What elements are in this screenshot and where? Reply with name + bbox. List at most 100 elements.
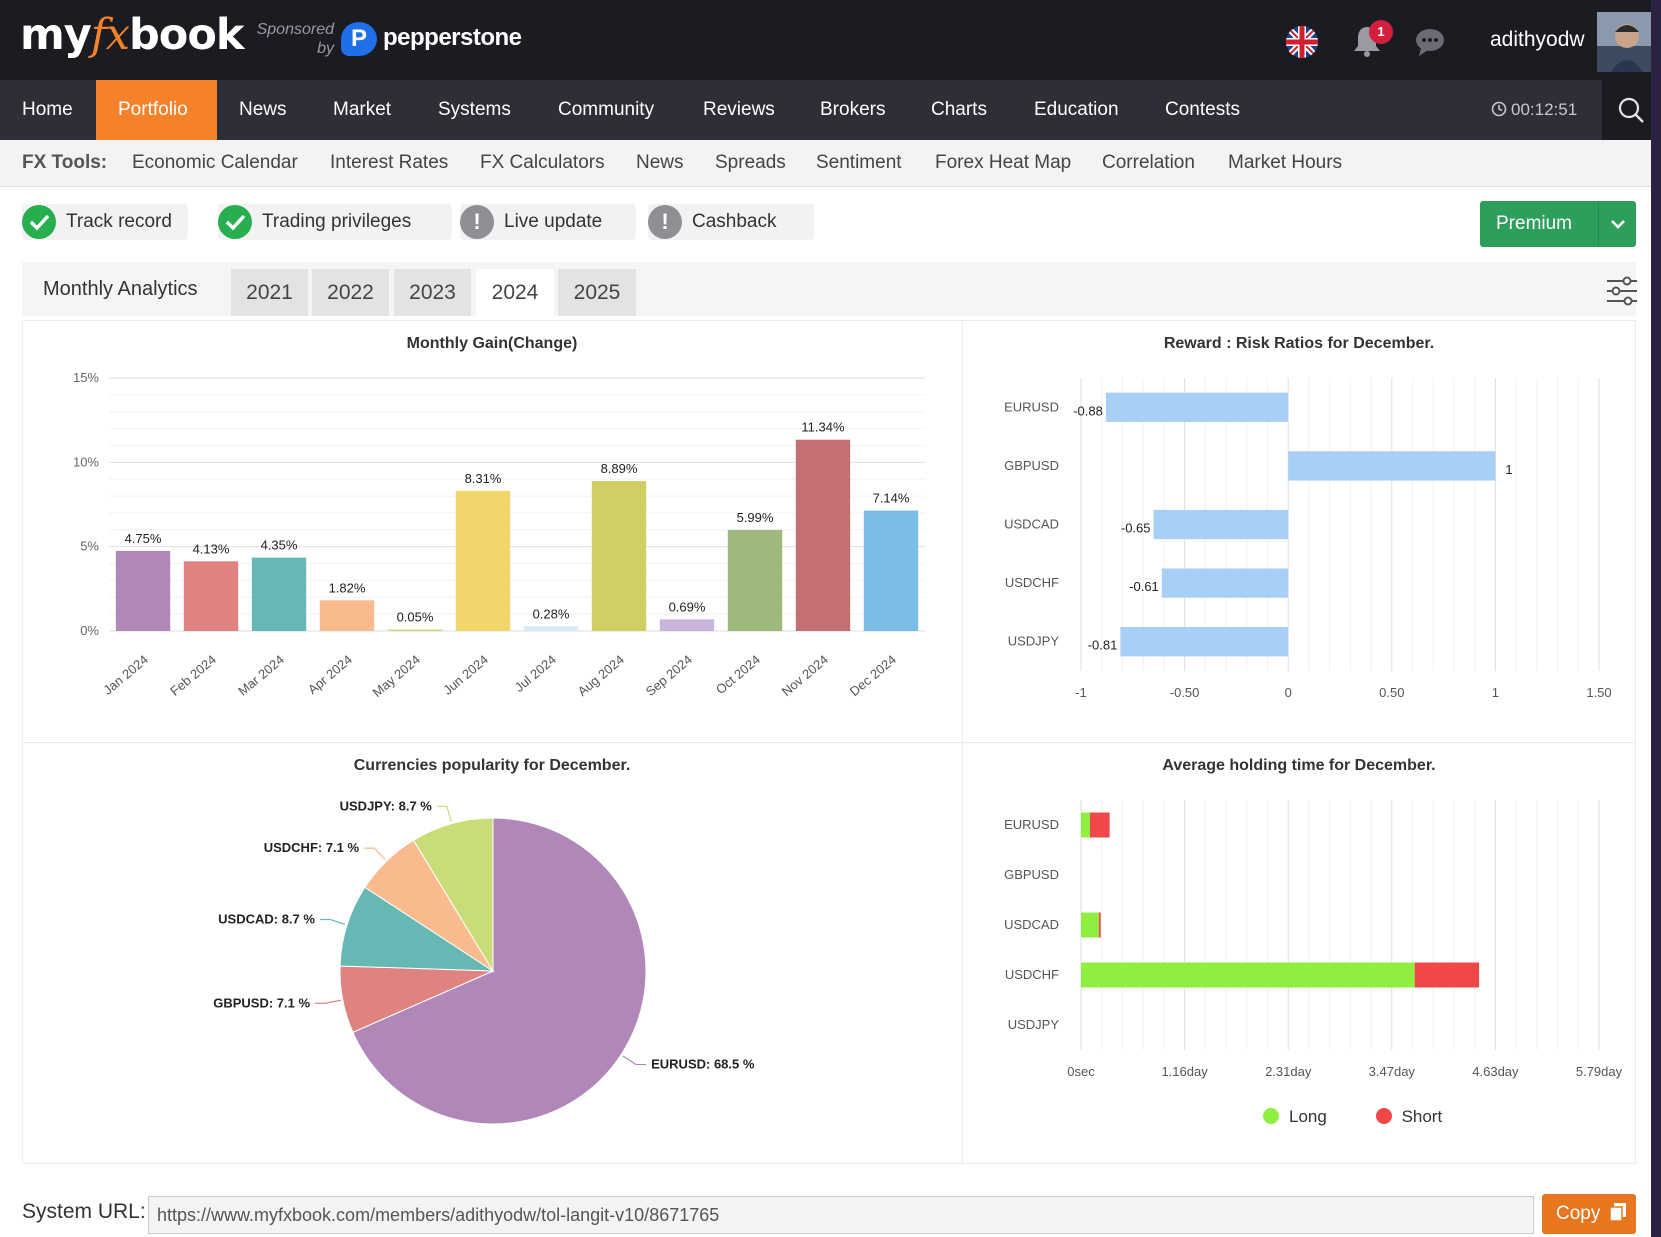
tab-year-2023[interactable]: 2023	[394, 269, 471, 316]
system-url-label: System URL:	[22, 1200, 146, 1223]
data-label: 4.35%	[261, 538, 298, 553]
bar-eurusd-long	[1081, 812, 1090, 838]
notification-count-badge[interactable]: 1	[1369, 20, 1393, 44]
tool-market-hours[interactable]: Market Hours	[1228, 152, 1343, 173]
nav-news[interactable]: News	[239, 99, 287, 120]
premium-label: Premium	[1496, 213, 1573, 234]
sliders-settings-icon[interactable]	[1606, 276, 1638, 306]
chart-title: Average holding time for December.	[1162, 757, 1436, 774]
chat-icon[interactable]	[1414, 26, 1446, 58]
x-tick-label: 0	[1285, 685, 1292, 700]
tool-interest-rates[interactable]: Interest Rates	[330, 152, 449, 173]
status-track-record[interactable]: Track record	[22, 204, 188, 240]
pepperstone-logo-icon[interactable]: P	[341, 22, 377, 56]
status-cashback[interactable]: ! Cashback	[648, 204, 814, 240]
y-tick-label: 5%	[80, 539, 99, 554]
currency-popularity-chart: EURUSD: 68.5 % GBPUSD: 7.1 % USDCAD: 8.7 %…	[213, 798, 755, 1125]
tool-spreads[interactable]: Spreads	[715, 152, 786, 173]
copy-button[interactable]: Copy	[1542, 1194, 1636, 1234]
nav-portfolio[interactable]: Portfolio	[96, 80, 217, 140]
x-tick-label: 1.16day	[1161, 1064, 1208, 1079]
x-tick-label: 0sec	[1067, 1064, 1095, 1079]
pie-connector	[315, 999, 341, 1004]
nav-reviews[interactable]: Reviews	[703, 99, 775, 120]
bar-usdjpy	[1120, 627, 1289, 657]
nav-market[interactable]: Market	[333, 99, 392, 120]
bar-mar-2024	[251, 557, 307, 631]
tool-forex-heat-map[interactable]: Forex Heat Map	[935, 152, 1072, 173]
tab-year-2025[interactable]: 2025	[558, 269, 636, 316]
username[interactable]: adithyodw	[1490, 28, 1585, 51]
account-status-row: Track record Trading privileges ! Live u…	[22, 196, 1636, 258]
chart-legend: Long Short	[1263, 1107, 1442, 1127]
y-category-label: EURUSD	[1004, 399, 1059, 414]
window-edge	[1651, 0, 1661, 1237]
holding-time-panel: Average holding time for December. 0sec 1…	[963, 743, 1635, 1163]
bar-eurusd	[1105, 392, 1289, 422]
nav-systems[interactable]: Systems	[438, 99, 511, 120]
pie-label: GBPUSD: 7.1 %	[213, 995, 310, 1010]
bar-usdchf	[1161, 568, 1289, 598]
pie-connector	[364, 847, 386, 861]
avatar[interactable]	[1597, 12, 1657, 72]
tool-news[interactable]: News	[636, 152, 684, 173]
pie-label: USDCHF: 7.1 %	[264, 840, 360, 855]
nav-brokers[interactable]: Brokers	[820, 99, 886, 120]
x-tick-label: 2.31day	[1265, 1064, 1312, 1079]
status-trading-privileges[interactable]: Trading privileges	[218, 204, 452, 240]
x-tick-label: 1	[1492, 685, 1499, 700]
pie-connector	[319, 918, 346, 925]
copy-icon	[1608, 1203, 1626, 1222]
legend-long[interactable]: Long	[1263, 1107, 1327, 1126]
fx-tools-nav: FX Tools: Economic Calendar Interest Rat…	[0, 140, 1661, 187]
nav-community[interactable]: Community	[558, 99, 655, 120]
bar-jul-2024	[523, 626, 579, 631]
x-tick-label: Nov 2024	[779, 652, 831, 699]
x-tick-label: Jul 2024	[512, 652, 559, 695]
data-label: 0.28%	[533, 606, 570, 621]
tool-sentiment[interactable]: Sentiment	[816, 152, 902, 173]
nav-charts[interactable]: Charts	[931, 99, 987, 120]
uk-flag-icon[interactable]	[1286, 26, 1318, 58]
chevron-down-icon[interactable]	[1598, 201, 1637, 247]
status-live-update[interactable]: ! Live update	[460, 204, 636, 240]
myfxbook-logo[interactable]: myfxbook	[20, 10, 244, 60]
nav-education[interactable]: Education	[1034, 99, 1119, 120]
bar-usdchf-long	[1081, 962, 1415, 988]
premium-button[interactable]: Premium	[1480, 201, 1636, 247]
nav-home[interactable]: Home	[22, 99, 73, 120]
sponsor-name[interactable]: pepperstone	[383, 24, 522, 51]
y-tick-label: 0%	[80, 623, 99, 638]
status-label: Live update	[504, 211, 603, 232]
nav-contests[interactable]: Contests	[1165, 99, 1240, 120]
tool-fx-calculators[interactable]: FX Calculators	[480, 152, 605, 173]
reward-risk-panel: Reward : Risk Ratios for December. -1 -0.…	[963, 321, 1635, 741]
x-tick-label: -1	[1075, 685, 1087, 700]
x-tick-label: 1.50	[1586, 685, 1611, 700]
data-label: -0.81	[1088, 638, 1118, 653]
check-circle-icon	[22, 205, 56, 239]
tab-year-2024[interactable]: 2024	[476, 269, 554, 316]
bar-nov-2024	[795, 439, 851, 631]
data-label: -0.88	[1073, 403, 1103, 418]
currency-popularity-panel: Currencies popularity for December. EURU…	[23, 743, 961, 1163]
x-tick-label: Dec 2024	[847, 652, 899, 699]
system-url-field[interactable]	[148, 1196, 1534, 1234]
tool-economic-calendar[interactable]: Economic Calendar	[132, 152, 298, 173]
y-category-label: USDJPY	[1008, 1017, 1060, 1032]
y-category-label: GBPUSD	[1004, 458, 1059, 473]
exclamation-circle-icon: !	[460, 205, 494, 239]
bar-dec-2024	[863, 510, 919, 631]
y-category-label: USDJPY	[1008, 634, 1060, 649]
x-tick-label: Apr 2024	[305, 652, 355, 697]
tab-year-2022[interactable]: 2022	[312, 269, 389, 316]
status-label: Trading privileges	[262, 211, 412, 232]
legend-short[interactable]: Short	[1375, 1107, 1442, 1126]
logo-suffix: book	[129, 10, 244, 60]
tool-correlation[interactable]: Correlation	[1102, 152, 1195, 173]
y-category-label: USDCAD	[1004, 517, 1059, 532]
tab-year-2021[interactable]: 2021	[231, 269, 308, 316]
x-tick-label: -0.50	[1170, 685, 1200, 700]
sponsored-by-line: by	[317, 40, 334, 57]
data-label: 0.69%	[669, 599, 706, 614]
